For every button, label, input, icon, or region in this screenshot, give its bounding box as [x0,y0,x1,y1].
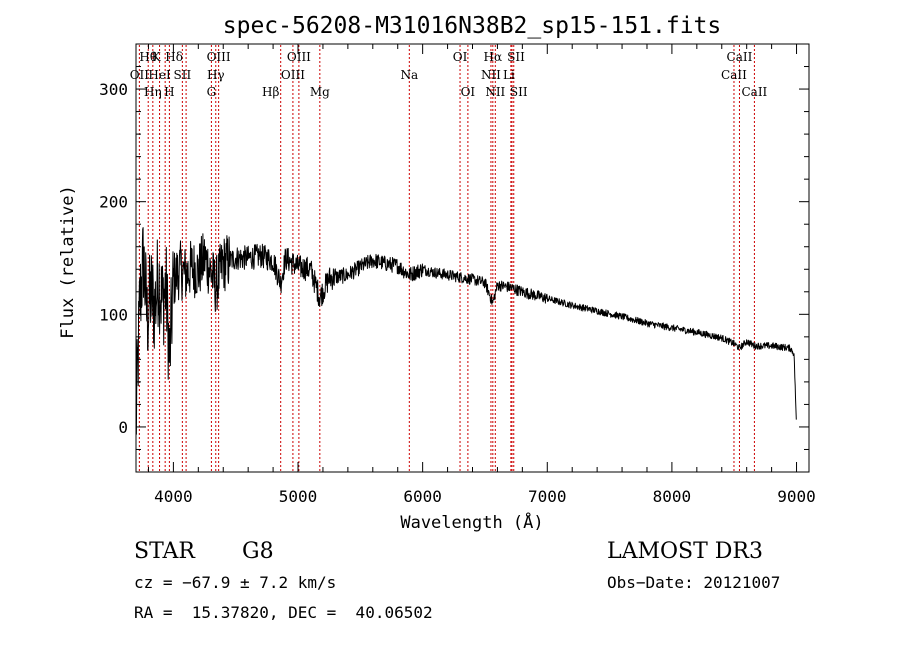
y-axis-label: Flux (relative) [58,185,78,339]
line-markers [138,45,755,471]
line-label: Li [503,68,515,82]
chart-title: spec-56208-M31016N38B2_sp15-151.fits [223,13,722,39]
line-label: NII [481,68,501,82]
line-label: Hα [484,50,503,64]
y-tick-label: 0 [118,418,128,437]
line-label: H [164,85,174,99]
line-label: CaII [741,85,767,99]
redshift-velocity: cz = −67.9 ± 7.2 km/s [134,573,337,592]
line-label: SII [507,50,525,64]
y-axis: 0 100 200 300 [99,66,809,450]
line-label: Hθ [139,50,157,64]
subclass: G8 [242,539,274,564]
y-tick-label: 200 [99,193,128,212]
x-tick-label: 6000 [403,487,442,506]
y-tick-label: 300 [99,80,128,99]
line-label: SII [174,68,192,82]
line-label: OII [130,68,150,82]
observation-date: Obs−Date: 20121007 [607,573,781,592]
line-label: CaII [727,50,753,64]
flux-series [135,227,797,435]
x-tick-label: 5000 [279,487,318,506]
line-label: NII [485,85,505,99]
x-tick-label: 9000 [777,487,816,506]
object-class: STAR [134,539,195,564]
line-label: Mg [310,85,330,99]
x-axis: 4000 5000 6000 7000 8000 9000 [147,44,816,506]
coordinates: RA = 15.37820, DEC = 40.06502 [134,603,433,622]
line-label: CaII [721,68,747,82]
line-label: Hγ [207,68,225,82]
line-label: SII [510,85,528,99]
x-axis-label: Wavelength (Å) [400,511,543,533]
line-label: G [207,85,217,99]
line-label: Hη [144,85,162,99]
line-label: OI [453,50,468,64]
line-label: HeI [148,68,171,82]
flux-line [135,227,797,435]
line-label: OIII [287,50,311,64]
line-label: Hδ [165,50,183,64]
line-label: Hβ [262,85,279,99]
x-tick-label: 8000 [653,487,692,506]
x-tick-label: 7000 [528,487,567,506]
line-label: Na [400,68,418,82]
x-tick-label: 4000 [154,487,193,506]
line-label: OIII [281,68,305,82]
y-tick-label: 100 [99,305,128,324]
line-label: OI [461,85,476,99]
line-label: OIII [207,50,231,64]
line-label: K [152,50,162,64]
survey-name: LAMOST DR3 [607,539,763,564]
